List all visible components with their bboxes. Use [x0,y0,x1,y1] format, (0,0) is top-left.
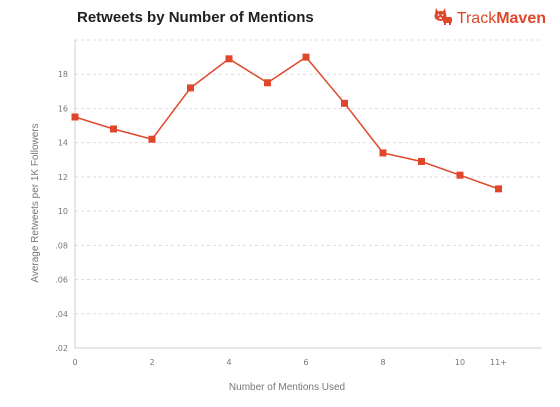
y-tick-label: 14 [58,139,68,148]
data-point-marker [187,84,194,92]
data-point-marker [264,79,271,87]
y-tick-label: 12 [58,173,68,182]
brand-logo-text-bold: Maven [496,9,546,27]
chart-title: Retweets by Number of Mentions [77,9,314,26]
data-point-marker [225,55,233,63]
data-point-marker [495,185,502,193]
series-line [74,56,499,190]
axes [74,40,542,349]
y-tick-label: .02 [55,344,68,353]
y-axis-ticks: .02 .04 .06 .08 10 12 14 16 18 [55,70,68,353]
data-point-marker [456,171,464,179]
x-tick-label: 2 [149,358,154,367]
data-point-marker [71,113,79,121]
x-axis-label: Number of Mentions Used [229,382,345,393]
y-tick-label: 16 [58,104,68,113]
y-tick-label: .08 [55,241,68,250]
y-tick-label: 18 [58,70,68,79]
x-tick-label: 4 [226,358,231,367]
brand-logo: TrackMaven [432,6,546,31]
y-tick-label: 10 [58,207,68,216]
data-point-marker [379,149,387,157]
data-point-marker [302,53,310,61]
y-axis-label: Average Retweets per 1K Followers [30,123,41,282]
x-axis-ticks: 0 2 4 6 8 10 11+ [72,358,506,367]
data-point-marker [148,135,156,143]
y-tick-label: .04 [55,310,68,319]
x-tick-label: 11+ [490,358,507,367]
grid-lines [75,39,542,315]
series-mentions-retweets [71,53,502,193]
brand-logo-text-light: Track [456,9,497,27]
data-point-marker [418,157,425,165]
x-tick-label: 8 [380,358,385,367]
brand-logo-text: TrackMaven [457,10,546,28]
x-tick-label: 10 [455,358,465,367]
x-tick-label: 0 [72,358,77,367]
y-tick-label: .06 [55,276,68,285]
data-point-marker [110,125,117,133]
x-tick-label: 6 [303,358,308,367]
corgi-dog-icon [432,6,454,31]
data-point-marker [341,99,348,107]
